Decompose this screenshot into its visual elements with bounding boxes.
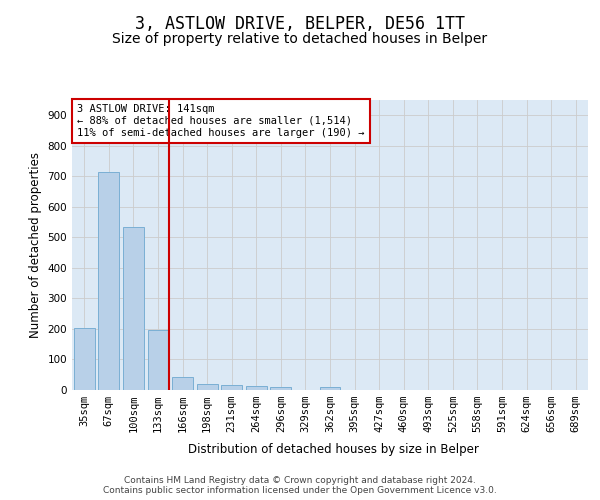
Bar	[148, 330, 169, 390]
Bar	[172, 377, 193, 390]
Bar	[98, 172, 119, 390]
Text: Contains HM Land Registry data © Crown copyright and database right 2024.
Contai: Contains HM Land Registry data © Crown c…	[103, 476, 497, 495]
Bar	[197, 384, 218, 390]
Bar	[320, 387, 340, 390]
Text: 3, ASTLOW DRIVE, BELPER, DE56 1TT: 3, ASTLOW DRIVE, BELPER, DE56 1TT	[135, 15, 465, 33]
Bar	[221, 386, 242, 390]
Text: 3 ASTLOW DRIVE: 141sqm
← 88% of detached houses are smaller (1,514)
11% of semi-: 3 ASTLOW DRIVE: 141sqm ← 88% of detached…	[77, 104, 365, 138]
Bar	[271, 387, 292, 390]
Y-axis label: Number of detached properties: Number of detached properties	[29, 152, 42, 338]
Bar	[74, 328, 95, 390]
Bar	[246, 386, 267, 390]
Text: Size of property relative to detached houses in Belper: Size of property relative to detached ho…	[112, 32, 488, 46]
Bar	[123, 227, 144, 390]
Text: Distribution of detached houses by size in Belper: Distribution of detached houses by size …	[188, 442, 478, 456]
